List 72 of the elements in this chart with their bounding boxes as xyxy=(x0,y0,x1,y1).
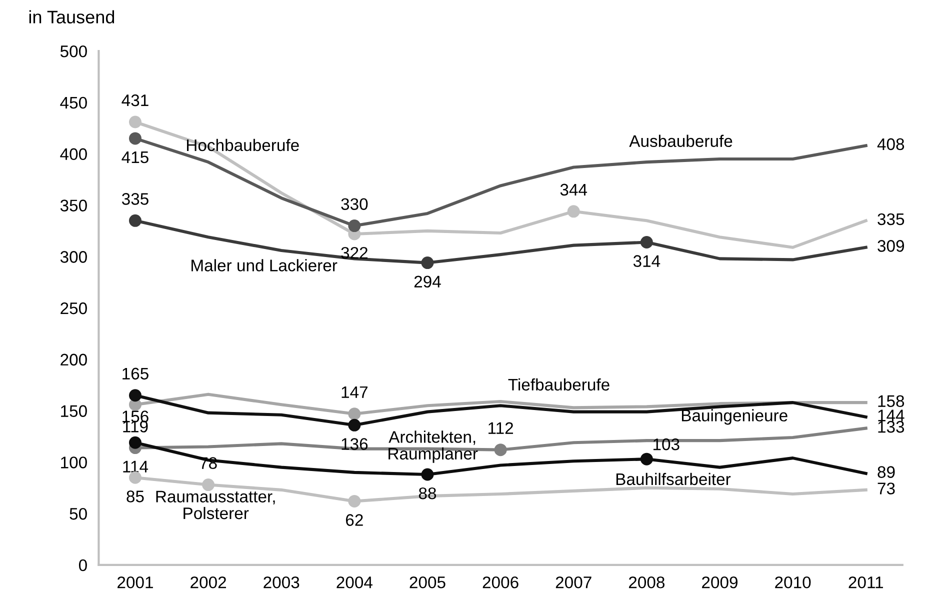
point xyxy=(567,205,580,218)
y-tick-label: 450 xyxy=(60,96,87,109)
data-label: 103 xyxy=(654,438,680,450)
series-label: Raumausstatter, Polsterer xyxy=(156,490,275,520)
x-tick-label: 2004 xyxy=(336,576,372,588)
data-label: 309 xyxy=(878,240,904,252)
x-tick-label: 2003 xyxy=(264,576,300,588)
data-label: 415 xyxy=(122,152,148,164)
point xyxy=(128,389,142,402)
x-tick-label: 2002 xyxy=(190,576,226,588)
series-label: Ausbauberufe xyxy=(629,134,732,148)
series-label: Architekten, Raumplaner xyxy=(388,430,478,463)
y-tick-label: 50 xyxy=(70,508,87,520)
series-label: Hochbauberufe xyxy=(187,138,299,152)
data-label: 114 xyxy=(123,460,148,472)
series-label: Bauhilfsarbeiter xyxy=(616,472,731,486)
data-label: 158 xyxy=(878,395,904,408)
point xyxy=(640,236,653,248)
data-label: 335 xyxy=(878,213,904,226)
y-tick-label: 350 xyxy=(60,200,87,212)
data-label: 88 xyxy=(418,487,436,500)
y-tick-label: 300 xyxy=(60,251,87,263)
data-label: 85 xyxy=(126,490,144,502)
point xyxy=(494,444,507,456)
data-label: 147 xyxy=(342,386,368,398)
x-tick-label: 2005 xyxy=(410,576,446,588)
data-label: 89 xyxy=(878,466,895,478)
data-label: 73 xyxy=(878,482,895,494)
data-label: 408 xyxy=(877,138,904,150)
point xyxy=(128,214,142,227)
point xyxy=(421,256,434,270)
data-label: 133 xyxy=(878,420,904,433)
data-label: 112 xyxy=(488,422,514,434)
data-label: 62 xyxy=(346,514,363,526)
point xyxy=(348,408,361,420)
point xyxy=(640,452,653,466)
series-label: Bauingenieure xyxy=(682,409,788,425)
x-tick-label: 2008 xyxy=(628,576,664,588)
x-tick-label: 2010 xyxy=(775,576,811,588)
y-tick-label: 0 xyxy=(78,559,87,572)
point xyxy=(348,418,361,432)
data-label: 335 xyxy=(122,193,148,205)
x-tick-label: 2006 xyxy=(482,576,518,588)
y-tick-label: 250 xyxy=(60,302,87,314)
y-tick-label: 200 xyxy=(60,354,87,366)
point xyxy=(202,478,215,492)
y-tick-label: 400 xyxy=(60,148,87,160)
point xyxy=(348,494,361,508)
series-label: Tiefbauberufe xyxy=(508,378,610,391)
data-label: 165 xyxy=(122,368,148,380)
y-tick-label: 150 xyxy=(61,405,87,417)
point xyxy=(128,116,142,128)
data-label: 431 xyxy=(122,94,148,106)
data-label: 136 xyxy=(342,438,368,450)
data-label: 344 xyxy=(560,184,588,196)
data-label: 294 xyxy=(414,276,441,288)
x-tick-label: 2007 xyxy=(556,576,592,588)
y-axis-title: in Tausend xyxy=(29,10,114,24)
point xyxy=(421,468,434,481)
y-tick-label: 500 xyxy=(60,45,87,58)
data-label: 330 xyxy=(341,198,368,210)
point xyxy=(128,436,142,449)
point xyxy=(348,220,361,232)
data-label: 322 xyxy=(341,246,368,259)
y-tick-label: 100 xyxy=(61,456,87,468)
x-tick-label: 2011 xyxy=(848,576,883,588)
x-tick-label: 2009 xyxy=(702,576,738,588)
series-label: Maler und Lackierer xyxy=(192,259,338,272)
data-label: 314 xyxy=(633,255,660,267)
point xyxy=(128,132,142,145)
x-tick-label: 2001 xyxy=(118,576,153,588)
data-label: 144 xyxy=(878,410,904,422)
